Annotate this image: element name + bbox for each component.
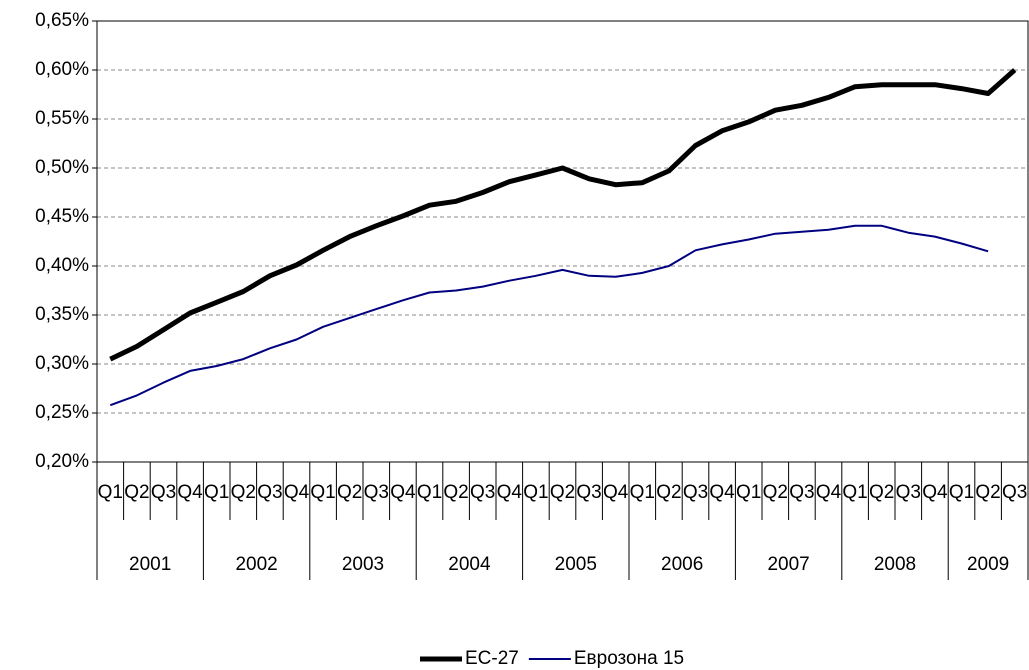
x-tick-label: Q2: [550, 482, 575, 503]
year-label: 2003: [342, 554, 384, 575]
x-tick-label: Q1: [949, 482, 974, 503]
year-label: 2007: [767, 554, 809, 575]
y-tick-label: 0,55%: [35, 108, 89, 129]
y-tick-label: 0,30%: [35, 353, 89, 374]
x-tick-label: Q3: [364, 482, 389, 503]
x-tick-label: Q1: [842, 482, 867, 503]
x-tick-label: Q2: [869, 482, 894, 503]
x-tick-label: Q4: [922, 482, 948, 503]
x-tick-label: Q4: [390, 482, 416, 503]
x-tick-label: Q1: [310, 482, 335, 503]
x-tick-label: Q4: [177, 482, 203, 503]
x-tick-label: Q3: [896, 482, 921, 503]
x-tick-label: Q1: [204, 482, 229, 503]
x-tick-label: Q1: [523, 482, 548, 503]
x-tick-label: Q2: [975, 482, 1000, 503]
legend-label: ЕС-27: [465, 648, 519, 669]
year-label: 2004: [448, 554, 491, 575]
x-tick-label: Q3: [470, 482, 495, 503]
x-tick-label: Q2: [763, 482, 788, 503]
x-tick-label: Q3: [789, 482, 814, 503]
series-line: [109, 68, 1017, 362]
year-label: 2008: [874, 554, 916, 575]
year-label: 2002: [235, 554, 277, 575]
y-tick-label: 0,40%: [35, 255, 89, 276]
y-tick-label: 0,60%: [35, 59, 89, 80]
y-tick-label: 0,35%: [35, 304, 89, 325]
x-tick-label: Q1: [98, 482, 123, 503]
x-tick-label: Q2: [337, 482, 362, 503]
y-tick-label: 0,25%: [35, 402, 89, 423]
x-tick-label: Q2: [656, 482, 681, 503]
year-label: 2001: [129, 554, 171, 575]
y-tick-label: 0,50%: [35, 157, 89, 178]
x-tick-label: Q1: [630, 482, 655, 503]
plot-frame: [96, 20, 1029, 463]
series-line: [109, 224, 989, 407]
x-tick-label: Q3: [576, 482, 601, 503]
y-tick-label: 0,20%: [35, 451, 89, 472]
legend-label: Еврозона 15: [574, 648, 684, 669]
year-label: 2009: [967, 554, 1009, 575]
year-label: 2006: [661, 554, 703, 575]
x-tick-label: Q2: [124, 482, 149, 503]
x-tick-label: Q4: [497, 482, 523, 503]
x-tick-label: Q4: [816, 482, 842, 503]
x-tick-label: Q2: [231, 482, 256, 503]
x-tick-label: Q1: [736, 482, 761, 503]
year-label: 2005: [555, 554, 597, 575]
x-tick-label: Q3: [257, 482, 282, 503]
x-tick-label: Q4: [603, 482, 629, 503]
x-tick-label: Q4: [709, 482, 735, 503]
x-tick-label: Q3: [151, 482, 176, 503]
x-tick-label: Q2: [443, 482, 468, 503]
y-tick-label: 0,65%: [35, 10, 89, 31]
x-tick-label: Q3: [1002, 482, 1027, 503]
x-tick-label: Q1: [417, 482, 442, 503]
y-tick-label: 0,45%: [35, 206, 89, 227]
x-tick-label: Q4: [284, 482, 310, 503]
x-tick-label: Q3: [683, 482, 708, 503]
